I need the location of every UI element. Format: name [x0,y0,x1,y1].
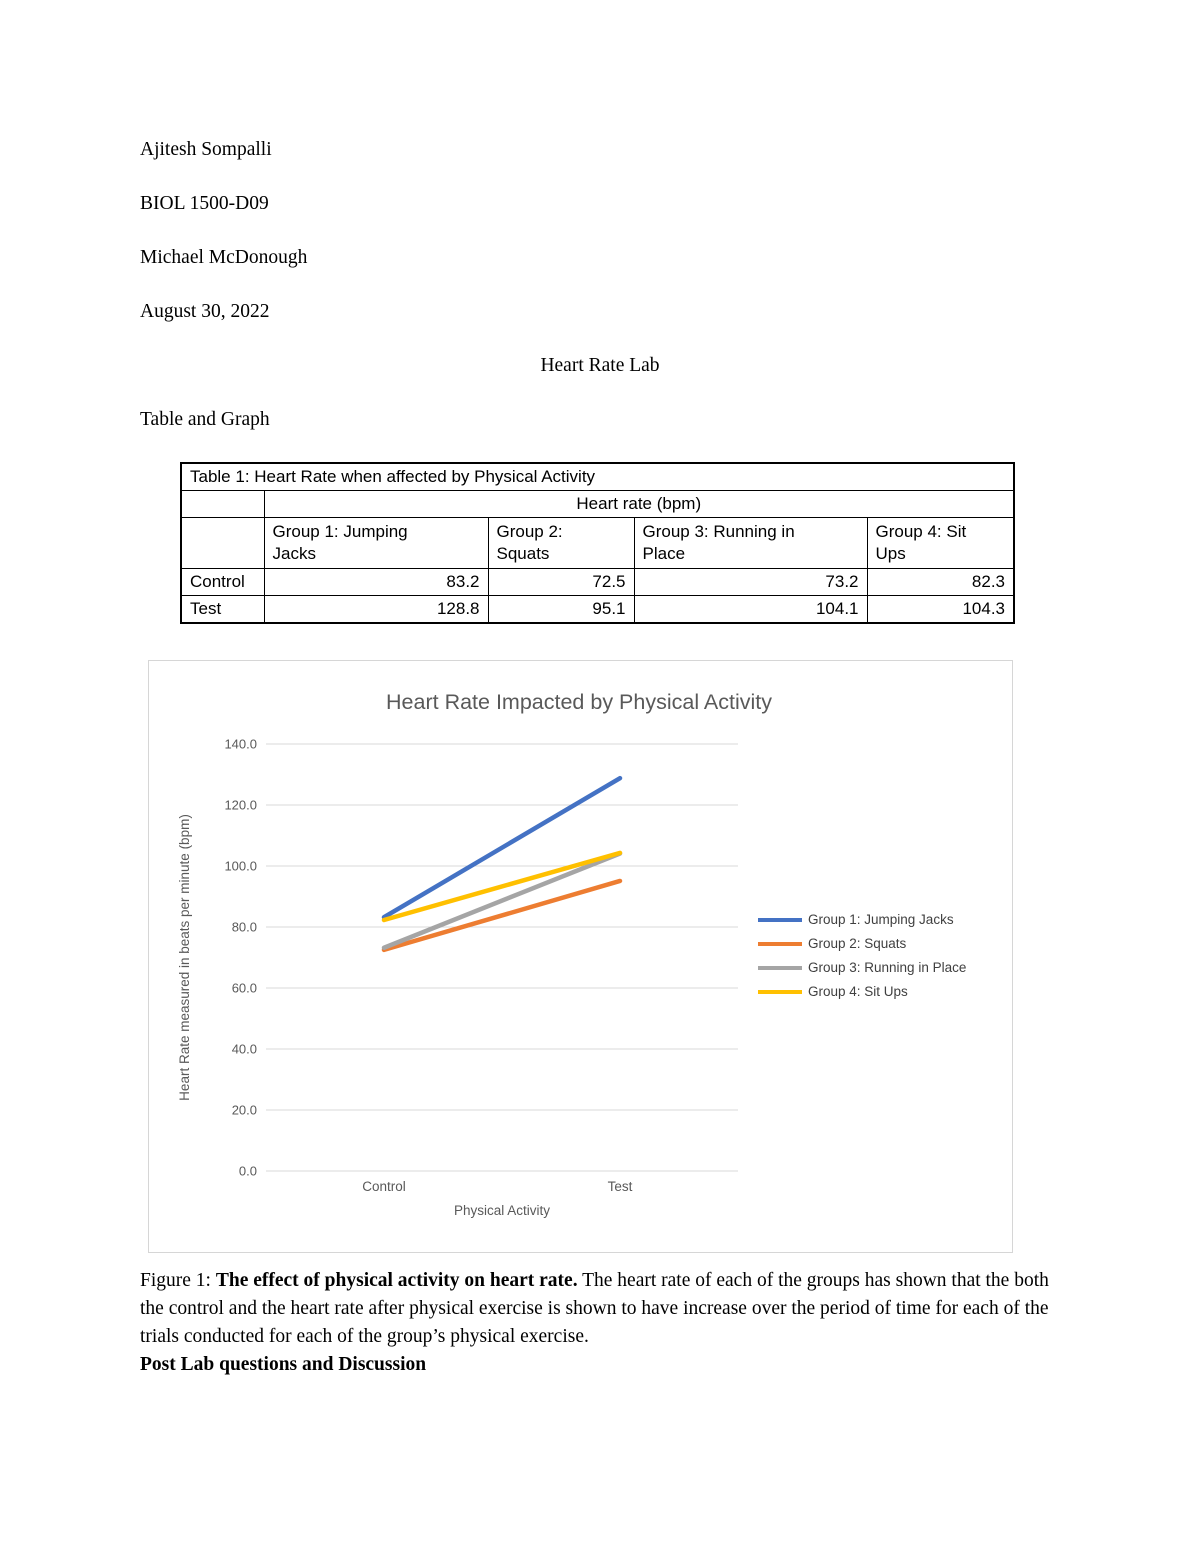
legend-item: Group 2: Squats [758,936,966,951]
column-header-label: Group 3: Running in Place [642,522,795,563]
legend-line-swatch [758,989,802,994]
x-axis-title: Physical Activity [454,1203,550,1218]
chart-legend: Group 1: Jumping Jacks Group 2: Squats Gro… [758,912,966,999]
figure-caption-rest: The heart rate of each of the groups has… [140,1270,1049,1347]
chart-title: Heart Rate Impacted by Physical Activity [386,690,772,714]
y-tick-label: 60.0 [232,981,257,996]
legend-line-swatch [758,965,802,970]
table-unit-row: Heart rate (bpm) [180,490,1015,518]
legend-line-swatch [758,917,802,922]
y-tick-label: 40.0 [232,1042,257,1057]
x-category-label: Test [608,1179,633,1194]
y-tick-label: 120.0 [224,798,257,813]
post-lab-heading: Post Lab questions and Discussion [140,1354,427,1375]
heart-rate-table: Table 1: Heart Rate when affected by Phy… [180,462,1016,624]
y-tick-label: 80.0 [232,920,257,935]
column-header-label: Group 4: Sit Ups [875,522,967,563]
y-tick-label: 0.0 [239,1164,257,1179]
legend-line-swatch [758,941,802,946]
heart-rate-chart: 0.0 20.0 40.0 60.0 80.0 100.0 120.0 140.0 Contro… [177,690,772,1218]
table-row: Control 83.2 72.5 73.2 82.3 [180,568,1015,596]
table-cell: 82.3 [866,568,1015,596]
y-axis-title: Heart Rate measured in beats per minute … [177,814,192,1101]
column-header: Group 1: Jumping Jacks [263,517,489,569]
course-line: BIOL 1500-D09 [140,193,269,214]
table-row: Test 128.8 95.1 104.1 104.3 [180,595,1015,624]
instructor-line: Michael McDonough [140,247,308,268]
row-label: Control [180,568,265,596]
table-caption: Table 1: Heart Rate when affected by Phy… [180,462,1015,491]
chart-container: 0.0 20.0 40.0 60.0 80.0 100.0 120.0 140.0 Contro… [148,660,1013,1253]
y-tick-label: 100.0 [224,859,257,874]
legend-item: Group 4: Sit Ups [758,984,966,999]
author-line: Ajitesh Sompalli [140,139,272,160]
section-heading: Table and Graph [140,409,270,430]
row-label: Test [180,595,265,624]
column-header: Group 3: Running in Place [633,517,868,569]
legend-item: Group 1: Jumping Jacks [758,912,966,927]
table-wrapper: Table 1: Heart Rate when affected by Phy… [180,462,1060,624]
column-header-label: Group 2: Squats [496,522,563,563]
legend-label: Group 4: Sit Ups [808,984,908,999]
legend-label: Group 3: Running in Place [808,960,967,975]
column-header-label: Group 1: Jumping Jacks [272,522,408,563]
legend-label: Group 2: Squats [808,936,907,951]
date-line: August 30, 2022 [140,301,270,322]
figure-caption-bold: The effect of physical activity on heart… [215,1270,578,1291]
document-page: Ajitesh Sompalli BIOL 1500-D09 Michael M… [140,139,1060,1375]
legend-item: Group 3: Running in Place [758,960,966,975]
unit-header: Heart rate (bpm) [263,490,1015,518]
table-cell: 72.5 [487,568,635,596]
series-line [381,878,623,953]
document-title: Heart Rate Lab [540,355,660,376]
column-header: Group 4: Sit Ups [866,517,1015,569]
table-cell: 104.1 [633,595,868,624]
column-header: Group 2: Squats [487,517,635,569]
table-cell: 128.8 [263,595,489,624]
y-tick-label: 140.0 [224,737,257,752]
figure-caption-prefix: Figure 1: [140,1270,216,1291]
empty-cell [180,490,265,518]
table-cell: 83.2 [263,568,489,596]
x-category-label: Control [362,1179,406,1194]
figure-caption: Figure 1: The effect of physical activit… [140,1267,1060,1351]
legend-label: Group 1: Jumping Jacks [808,912,954,927]
table-header-row: Group 1: Jumping Jacks Group 2: Squats G… [180,517,1015,569]
series-line [381,775,623,920]
empty-cell [180,517,265,569]
table-cell: 73.2 [633,568,868,596]
y-tick-label: 20.0 [232,1103,257,1118]
table-caption-row: Table 1: Heart Rate when affected by Phy… [180,462,1015,491]
table-cell: 104.3 [866,595,1015,624]
series-line [381,850,623,923]
series-line [381,851,623,950]
table-cell: 95.1 [487,595,635,624]
